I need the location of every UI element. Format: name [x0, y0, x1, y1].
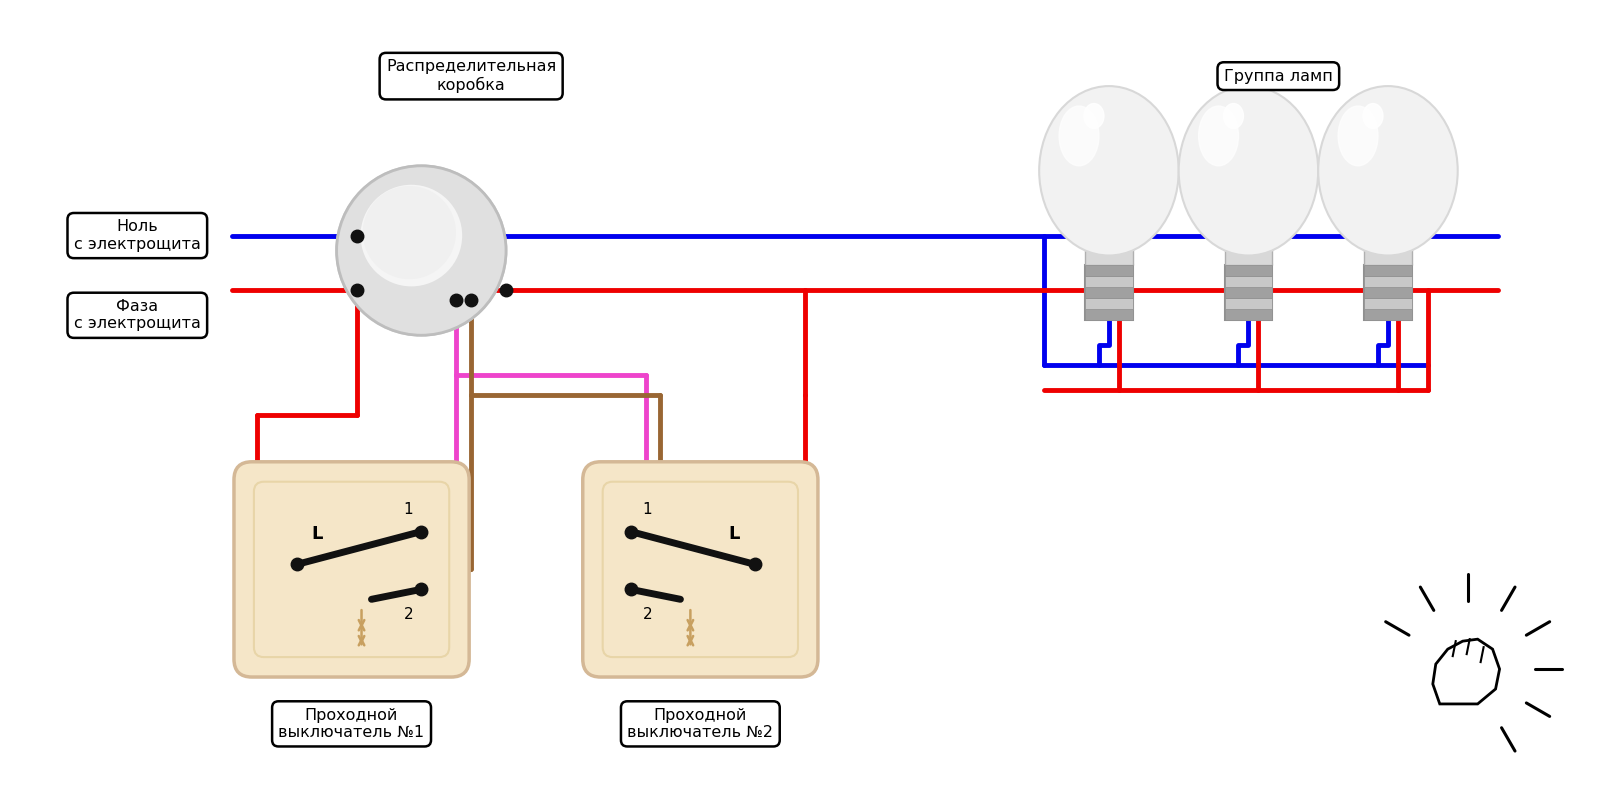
FancyBboxPatch shape — [582, 462, 818, 677]
Circle shape — [360, 185, 462, 286]
FancyBboxPatch shape — [1224, 266, 1272, 277]
Circle shape — [336, 166, 506, 335]
FancyBboxPatch shape — [1085, 310, 1133, 320]
FancyBboxPatch shape — [1224, 246, 1272, 266]
FancyBboxPatch shape — [1224, 310, 1272, 320]
Circle shape — [336, 166, 506, 335]
FancyBboxPatch shape — [1085, 287, 1133, 298]
FancyBboxPatch shape — [1085, 277, 1133, 287]
Text: 1: 1 — [643, 502, 653, 517]
Text: 1: 1 — [403, 502, 413, 517]
Ellipse shape — [1198, 106, 1238, 166]
FancyBboxPatch shape — [1085, 246, 1133, 266]
Text: Распределительная
коробка: Распределительная коробка — [386, 59, 557, 93]
Circle shape — [363, 186, 456, 279]
Text: L: L — [312, 525, 323, 542]
Polygon shape — [1432, 639, 1499, 704]
Text: 2: 2 — [403, 607, 413, 622]
Text: Группа ламп: Группа ламп — [1224, 69, 1333, 84]
Ellipse shape — [1318, 86, 1458, 255]
Text: L: L — [730, 525, 741, 542]
Ellipse shape — [1085, 103, 1104, 129]
Text: Ноль
с электрощита: Ноль с электрощита — [74, 219, 200, 252]
FancyBboxPatch shape — [1224, 266, 1272, 320]
Ellipse shape — [1363, 103, 1382, 129]
Text: Фаза
с электрощита: Фаза с электрощита — [74, 299, 200, 331]
Text: 2: 2 — [643, 607, 653, 622]
FancyBboxPatch shape — [1365, 298, 1411, 310]
FancyBboxPatch shape — [1365, 310, 1411, 320]
Ellipse shape — [1338, 106, 1378, 166]
Ellipse shape — [1038, 86, 1179, 255]
FancyBboxPatch shape — [1085, 266, 1133, 277]
FancyBboxPatch shape — [1365, 246, 1411, 266]
FancyBboxPatch shape — [1085, 266, 1133, 320]
Text: Проходной
выключатель №2: Проходной выключатель №2 — [627, 708, 773, 740]
FancyBboxPatch shape — [1365, 277, 1411, 287]
FancyBboxPatch shape — [1224, 277, 1272, 287]
FancyBboxPatch shape — [1365, 266, 1411, 320]
FancyBboxPatch shape — [234, 462, 469, 677]
FancyBboxPatch shape — [1085, 298, 1133, 310]
FancyBboxPatch shape — [1224, 287, 1272, 298]
FancyBboxPatch shape — [1224, 298, 1272, 310]
Ellipse shape — [1059, 106, 1099, 166]
FancyBboxPatch shape — [1365, 287, 1411, 298]
FancyBboxPatch shape — [1365, 266, 1411, 277]
Ellipse shape — [1224, 103, 1243, 129]
Text: Проходной
выключатель №1: Проходной выключатель №1 — [278, 708, 424, 740]
Ellipse shape — [1179, 86, 1318, 255]
